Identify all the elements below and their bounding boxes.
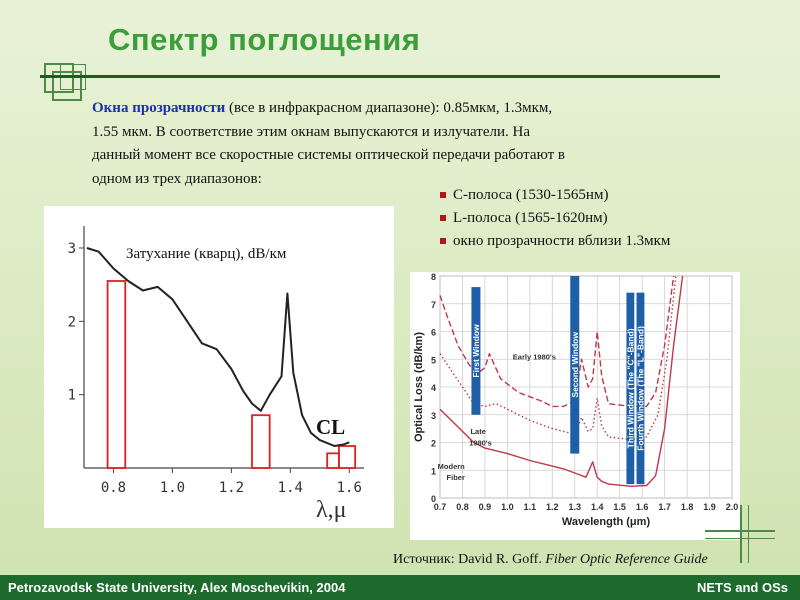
y-tick-label: 3	[431, 411, 436, 421]
x-tick-label: 1.7	[658, 502, 671, 512]
x-tick-label: 0.8	[101, 480, 126, 496]
y-tick-label: 2	[431, 439, 436, 449]
decor-square	[52, 71, 82, 101]
y-tick-label: 4	[431, 383, 436, 393]
x-tick-label: 1.0	[160, 480, 185, 496]
y-tick-label: 3	[68, 241, 76, 257]
x-tick-label: 2.0	[726, 502, 739, 512]
band-list-item: L-полоса (1565-1620нм)	[440, 207, 670, 230]
intro-line3: данный момент все скоростные системы опт…	[92, 147, 565, 163]
band-list-item: окно прозрачности вблизи 1.3мкм	[440, 230, 670, 253]
y-tick-label: 2	[68, 314, 76, 330]
y-tick-label: 1	[68, 388, 76, 404]
optical-loss-chart: 0 1 2 3 4 5 6 7 8 0.7 0.8 0.9 1.0 1.1 1.2 1.3 1.4 1.5 1.6 1…	[413, 272, 739, 528]
x-tick-label: 0.8	[456, 502, 469, 512]
y-tick-label: 7	[431, 300, 436, 310]
window-box	[326, 452, 340, 469]
x-tick-label: 0.7	[434, 502, 447, 512]
band-annotation: CL	[316, 415, 345, 439]
source-prefix: Источник: David R. Goff.	[393, 552, 546, 567]
decor-line	[748, 505, 749, 563]
window-band	[626, 292, 635, 485]
chart-title: Затухание (кварц), dB/км	[126, 246, 287, 262]
y-axis-label: Optical Loss (dB/km)	[413, 332, 425, 442]
x-tick-label: 1.8	[681, 502, 694, 512]
window-band	[471, 287, 481, 415]
x-axis-label: Wavelength (μm)	[562, 516, 651, 528]
window-band-label: Fourth Window (The "L"-Band)	[635, 326, 645, 451]
source-book: Fiber Optic Reference Guide	[545, 552, 708, 567]
x-tick-label: 1.9	[703, 502, 716, 512]
intro-line2: 1.55 мкм. В соответствие этим окнам выпу…	[92, 123, 531, 140]
y-tick-label: 1	[431, 466, 436, 476]
intro-line4: одном из трех диапазонов:	[92, 170, 262, 187]
intro-line1: (все в инфракрасном диапазоне): 0.85мкм,…	[225, 100, 553, 116]
attenuation-curve	[86, 247, 350, 447]
x-tick-label: 1.2	[546, 502, 559, 512]
x-tick-label: 1.4	[591, 502, 604, 512]
window-band-label: Second Window	[570, 332, 580, 398]
decor-square	[44, 63, 74, 93]
attenuation-chart: 1 2 3 0.8 1.0 1.2 1.4 1.6 Затухание (кварц), dB/…	[68, 226, 364, 523]
window-band	[570, 276, 580, 454]
x-axis-label: λ,μ	[316, 497, 347, 523]
footer-bar: Petrozavodsk State University, Alex Mosc…	[0, 575, 800, 600]
slide-title: Спектр поглощения	[108, 22, 421, 57]
curve-label: 1980's	[469, 438, 492, 447]
x-tick-label: 1.6	[636, 502, 649, 512]
attenuation-chart-panel: 1 2 3 0.8 1.0 1.2 1.4 1.6 Затухание (кварц), dB/…	[44, 206, 394, 528]
footer-left: Petrozavodsk State University, Alex Mosc…	[8, 580, 346, 595]
y-tick-label: 0	[431, 494, 436, 504]
window-band	[636, 292, 645, 485]
curve-label: Early 1980's	[513, 352, 556, 361]
y-tick-label: 6	[431, 328, 436, 338]
curve-label: Modern	[438, 462, 466, 471]
source-caption: Источник: David R. Goff. Fiber Optic Ref…	[393, 552, 708, 568]
optical-loss-chart-panel: 0 1 2 3 4 5 6 7 8 0.7 0.8 0.9 1.0 1.1 1.2 1.3 1.4 1.5 1.6 1…	[410, 272, 740, 540]
title-rule	[40, 75, 720, 78]
curve-label: Late	[470, 427, 485, 436]
curve-label: Fiber	[447, 473, 465, 482]
x-tick-label: 1.6	[337, 480, 362, 496]
x-tick-label: 1.1	[524, 502, 537, 512]
intro-highlight: Окна прозрачности	[92, 100, 226, 116]
y-tick-label: 8	[431, 272, 436, 282]
x-tick-label: 1.3	[569, 502, 582, 512]
window-box	[251, 414, 271, 469]
band-list: С-полоса (1530-1565нм) L-полоса (1565-16…	[440, 184, 670, 253]
footer-right: NETS and OSs	[696, 580, 788, 595]
band-list-item: С-полоса (1530-1565нм)	[440, 184, 670, 207]
x-tick-label: 1.4	[278, 480, 303, 496]
window-band-label: Third Window (The "C"-Band)	[625, 328, 635, 448]
decor-line	[740, 505, 742, 563]
window-box	[338, 445, 357, 469]
y-tick-label: 5	[431, 355, 436, 365]
x-tick-label: 1.2	[219, 480, 244, 496]
intro-paragraph: Окна прозрачности (все в инфракрасном ди…	[92, 97, 732, 191]
x-tick-label: 0.9	[479, 502, 492, 512]
x-tick-label: 1.0	[501, 502, 514, 512]
x-tick-label: 1.5	[613, 502, 626, 512]
window-band-label: First Window	[471, 324, 481, 378]
window-box	[106, 280, 127, 469]
loss-curve-solid	[439, 275, 684, 487]
